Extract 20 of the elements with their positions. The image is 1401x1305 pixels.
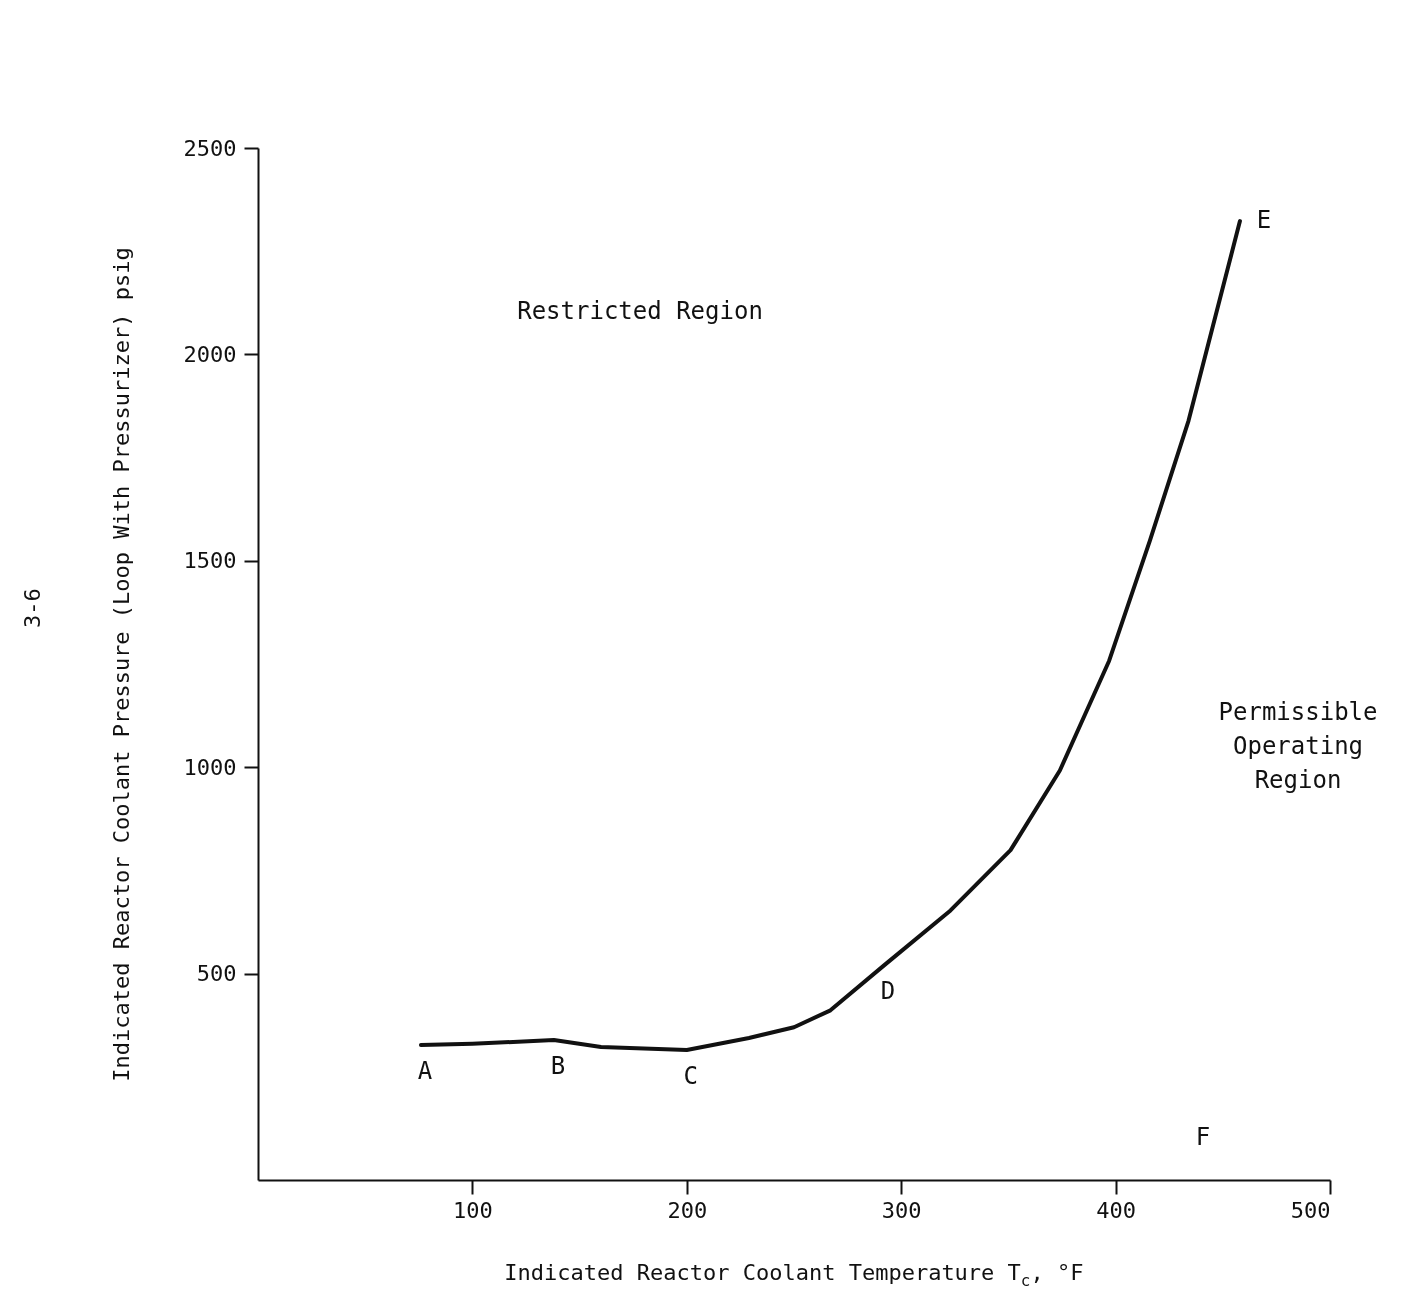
x-tick-label: 400: [1096, 1197, 1136, 1223]
y-tick-label: 1500: [183, 548, 237, 574]
x-tick-label: 500: [1290, 1197, 1331, 1223]
y-tick-label: 2500: [183, 135, 237, 161]
annotation: Permissible Operating Region: [1218, 698, 1378, 794]
x-tick-label: 200: [667, 1197, 708, 1223]
annotation: E: [1256, 206, 1272, 235]
text: 3-6: [20, 588, 45, 628]
x-tick-label: 100: [453, 1197, 493, 1223]
y-tick-label: 1000: [183, 754, 237, 780]
y-tick-label: 2000: [183, 341, 237, 367]
annotation: Restricted Region: [517, 297, 763, 325]
y-axis-title: Indicated Reactor Coolant Pressure (Loop With Pressurizer) psig: [108, 247, 134, 1082]
annotation: B: [550, 1052, 566, 1081]
annotation: F: [1195, 1123, 1211, 1151]
y-tick-label: 500: [196, 961, 237, 987]
annotation: A: [417, 1057, 433, 1086]
x-tick-label: 300: [881, 1197, 922, 1223]
annotation: C: [683, 1061, 699, 1090]
annotation: D: [880, 977, 896, 1006]
